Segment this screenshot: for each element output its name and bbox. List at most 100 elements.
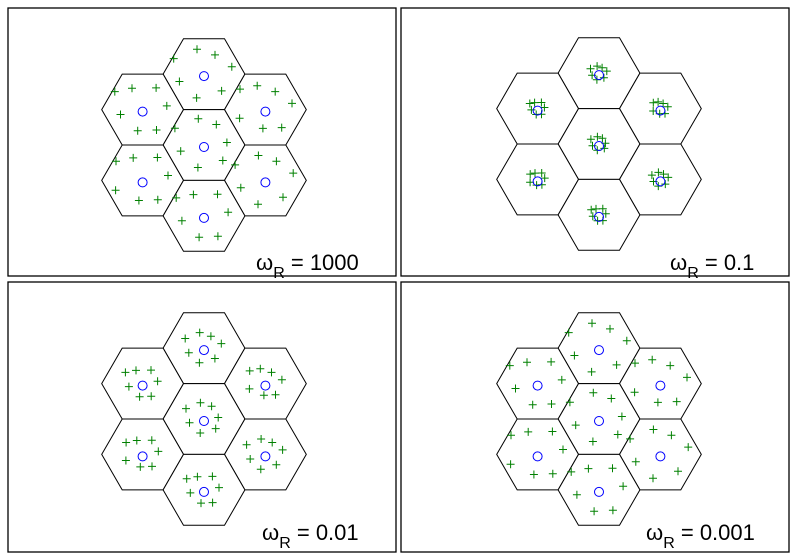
user-marker (588, 212, 597, 221)
user-marker (272, 157, 281, 166)
user-marker (267, 368, 276, 377)
user-marker (277, 375, 286, 384)
hex-grid (101, 38, 307, 252)
user-marker (537, 169, 546, 177)
user-marker (110, 87, 119, 96)
user-marker (271, 87, 280, 96)
user-marker (664, 173, 673, 182)
user-marker (649, 474, 657, 483)
user-marker (211, 424, 220, 433)
user-marker (224, 208, 233, 217)
user-marker (684, 443, 693, 452)
user-marker (192, 93, 201, 102)
user-marker (600, 144, 609, 153)
user-marker (608, 464, 617, 473)
user-marker (170, 124, 179, 133)
user-marker (153, 377, 162, 386)
user-marker (215, 483, 223, 492)
base-station-marker (137, 380, 148, 391)
user-marker (217, 86, 226, 95)
base-station-marker (199, 142, 209, 152)
user-marker (154, 447, 163, 456)
base-station-marker (137, 451, 148, 462)
user-marker (132, 366, 140, 375)
user-marker (186, 488, 195, 497)
user-marker (147, 392, 156, 401)
user-marker (213, 232, 222, 241)
user-marker (289, 169, 298, 178)
user-marker (128, 84, 136, 93)
panel-omega-0-1: ωR = 0.1 (400, 7, 790, 282)
user-marker (242, 440, 251, 449)
user-marker (587, 367, 596, 376)
user-marker (218, 156, 227, 165)
base-station-marker (594, 211, 604, 222)
user-marker (257, 435, 266, 443)
user-marker (121, 368, 130, 377)
user-marker (245, 384, 254, 393)
base-station-marker (532, 176, 543, 187)
user-marker (256, 364, 265, 373)
user-marker (181, 334, 190, 343)
user-marker (540, 103, 549, 112)
base-station-marker (594, 70, 604, 81)
user-marker (667, 431, 676, 440)
hex-cell (557, 453, 641, 526)
user-marker (172, 193, 181, 202)
user-marker (259, 391, 268, 400)
user-marker (135, 392, 144, 401)
user-marker (622, 336, 631, 345)
user-marker (654, 168, 663, 177)
user-marker (182, 404, 190, 413)
user-marker (612, 360, 621, 369)
user-marker (271, 390, 280, 399)
base-station-marker (199, 212, 209, 223)
user-marker (268, 438, 277, 447)
omega-label: ωR = 0.001 (646, 520, 755, 552)
user-marker (153, 195, 162, 204)
hex-cell (162, 453, 246, 526)
omega-label: ωR = 0.01 (262, 520, 359, 552)
panel-omega-0-001: ωR = 0.001 (400, 281, 790, 553)
user-marker (277, 123, 286, 132)
user-marker (222, 138, 231, 147)
user-marker (523, 358, 531, 367)
user-marker (193, 472, 202, 481)
user-marker (659, 170, 668, 179)
user-marker (617, 412, 626, 421)
user-marker (592, 204, 600, 213)
user-marker (526, 170, 535, 179)
hex-grid (496, 37, 702, 251)
user-marker (176, 147, 185, 156)
user-marker (653, 398, 662, 407)
user-marker (193, 45, 201, 54)
user-marker (659, 99, 668, 108)
user-marker (193, 163, 202, 172)
user-marker (195, 328, 204, 337)
user-marker (588, 319, 596, 328)
user-marker (648, 355, 657, 364)
user-marker (136, 462, 145, 471)
user-marker (587, 205, 596, 214)
user-marker (212, 120, 221, 129)
user-marker (547, 357, 556, 366)
user-marker (195, 358, 204, 367)
user-marker (613, 430, 622, 439)
user-marker (164, 171, 172, 180)
user-marker (116, 110, 125, 119)
user-marker (589, 388, 598, 397)
user-marker (256, 465, 265, 474)
user-marker (206, 332, 215, 341)
user-marker (177, 216, 186, 225)
user-marker (227, 62, 236, 71)
user-marker (570, 351, 579, 360)
user-marker (194, 114, 203, 123)
base-station-marker (655, 176, 666, 187)
user-marker (626, 434, 635, 443)
user-marker (606, 324, 614, 333)
base-station-marker (137, 177, 148, 188)
user-marker (598, 204, 607, 213)
base-station-marker (260, 106, 271, 117)
user-marker (590, 507, 599, 516)
user-marker (208, 498, 217, 507)
